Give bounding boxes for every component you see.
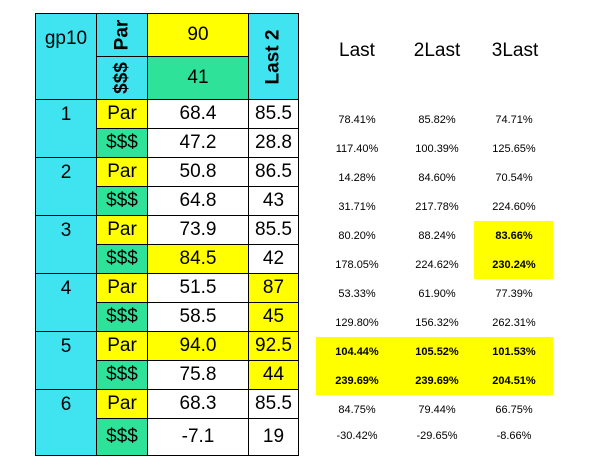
pct-2last: -29.65% [416, 430, 458, 442]
pct-3last: 83.66% [495, 230, 533, 242]
header-last2-label: Last 2 [262, 29, 284, 84]
group-cell-5: 5 [35, 331, 97, 390]
pct-3last: -8.66% [496, 430, 532, 442]
column-header-3last: 3Last [491, 40, 539, 61]
type-cell: $$$ [96, 128, 148, 158]
header-money-value: 41 [187, 67, 209, 88]
header-last2-cell: Last 2 [248, 13, 299, 100]
type-cell: $$$ [96, 186, 148, 216]
highlight-group3-3last [474, 221, 553, 279]
pct-2last: 224.62% [415, 259, 459, 271]
pct-last: 14.28% [338, 172, 376, 184]
value-cell: 73.9 [147, 215, 249, 245]
header-par-value-cell: 90 [147, 13, 249, 57]
value-cell: 50.8 [147, 157, 249, 187]
pct-3last: 224.60% [492, 201, 536, 213]
pct-last: 129.80% [335, 317, 379, 329]
last2-cell: 43 [248, 186, 299, 216]
pct-3last: 204.51% [492, 375, 536, 387]
corner-label: gp10 [44, 28, 88, 49]
pct-3last: 125.65% [492, 143, 536, 155]
pct-2last: 239.69% [415, 375, 459, 387]
corner-cell: gp10 [35, 13, 97, 100]
last2-cell: 19 [248, 418, 299, 456]
pct-2last: 217.78% [415, 201, 459, 213]
group-cell-6: 6 [35, 389, 97, 456]
type-cell: Par [96, 389, 148, 419]
pct-2last: 156.32% [415, 317, 459, 329]
last2-cell: 45 [248, 302, 299, 332]
last2-cell: 85.5 [248, 389, 299, 419]
value-cell: 84.5 [147, 244, 249, 274]
header-par-value: 90 [187, 24, 209, 45]
group-cell-1: 1 [35, 99, 97, 158]
pct-3last: 101.53% [492, 346, 536, 358]
pct-2last: 84.60% [418, 172, 456, 184]
type-cell: $$$ [96, 360, 148, 390]
column-header-2last: 2Last [413, 40, 461, 61]
value-cell: 75.8 [147, 360, 249, 390]
group-cell-4: 4 [35, 273, 97, 332]
pct-2last: 61.90% [418, 288, 456, 300]
value-cell: 51.5 [147, 273, 249, 303]
last2-cell: 28.8 [248, 128, 299, 158]
type-cell: $$$ [96, 418, 148, 456]
pct-last: 178.05% [335, 259, 379, 271]
pct-last: 84.75% [338, 404, 376, 416]
last2-cell: 85.5 [248, 99, 299, 129]
group-cell-2: 2 [35, 157, 97, 216]
value-cell: 47.2 [147, 128, 249, 158]
pct-2last: 100.39% [415, 143, 459, 155]
pct-3last: 77.39% [495, 288, 533, 300]
header-par-label: Par [110, 19, 132, 51]
pct-last: 104.44% [335, 346, 379, 358]
value-cell: 64.8 [147, 186, 249, 216]
value-cell: -7.1 [147, 418, 249, 456]
type-cell: Par [96, 157, 148, 187]
pct-last: 78.41% [338, 114, 376, 126]
value-cell: 68.3 [147, 389, 249, 419]
pct-3last: 262.31% [492, 317, 536, 329]
pct-last: 31.71% [338, 201, 376, 213]
pct-2last: 105.52% [415, 346, 459, 358]
pct-3last: 74.71% [495, 114, 533, 126]
value-cell: 94.0 [147, 331, 249, 361]
group-cell-3: 3 [35, 215, 97, 274]
last2-cell: 87 [248, 273, 299, 303]
last2-cell: 85.5 [248, 215, 299, 245]
pct-last: 239.69% [335, 375, 379, 387]
type-cell: Par [96, 273, 148, 303]
pct-last: 53.33% [338, 288, 376, 300]
header-par-label-cell: Par [96, 13, 148, 57]
last2-cell: 92.5 [248, 331, 299, 361]
pct-last: 80.20% [338, 230, 376, 242]
value-cell: 58.5 [147, 302, 249, 332]
last2-cell: 86.5 [248, 157, 299, 187]
pct-last: 117.40% [335, 143, 379, 155]
type-cell: $$$ [96, 244, 148, 274]
value-cell: 68.4 [147, 99, 249, 129]
header-money-value-cell: 41 [147, 56, 249, 100]
pct-3last: 230.24% [492, 259, 536, 271]
column-header-last: Last [339, 40, 375, 61]
last2-cell: 42 [248, 244, 299, 274]
header-money-label-cell: $$$ [96, 56, 148, 100]
highlight-group5-all [316, 337, 553, 395]
pct-2last: 88.24% [418, 230, 456, 242]
type-cell: $$$ [96, 302, 148, 332]
pct-last: -30.42% [336, 430, 378, 442]
pct-2last: 79.44% [418, 404, 456, 416]
header-money-label: $$$ [110, 62, 132, 94]
type-cell: Par [96, 331, 148, 361]
pct-3last: 70.54% [495, 172, 533, 184]
pct-2last: 85.82% [418, 114, 456, 126]
last2-cell: 44 [248, 360, 299, 390]
pct-3last: 66.75% [495, 404, 533, 416]
type-cell: Par [96, 215, 148, 245]
type-cell: Par [96, 99, 148, 129]
